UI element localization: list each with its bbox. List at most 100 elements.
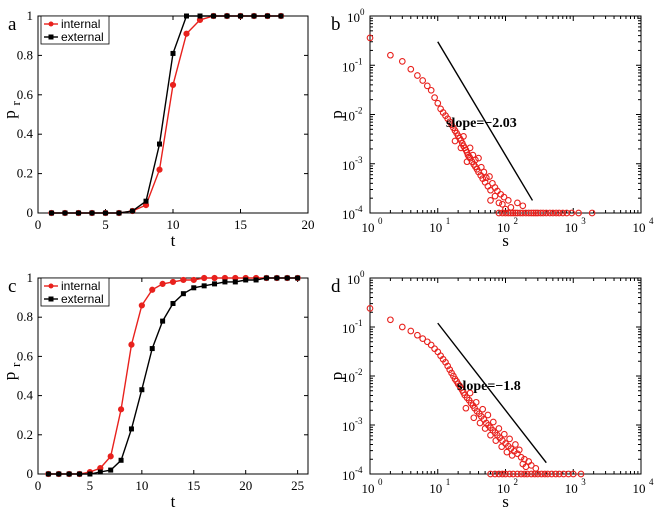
data-point (521, 470, 528, 478)
data-point (97, 469, 103, 475)
x-axis-label: t (171, 231, 176, 250)
data-point (462, 404, 470, 412)
y-axis-label: p (327, 110, 346, 119)
data-point (560, 470, 567, 478)
data-point (487, 431, 494, 439)
data-point (243, 277, 249, 283)
data-point (534, 470, 542, 478)
y-tick-label: 10 (342, 207, 355, 222)
data-point (45, 471, 51, 477)
data-point (118, 457, 124, 463)
y-tick-label: 0.2 (17, 427, 33, 442)
data-point (253, 277, 259, 283)
y-tick-label: 10 (342, 59, 355, 74)
data-point (495, 209, 503, 217)
y-tick-label: 10 (342, 370, 355, 385)
data-point (495, 425, 503, 432)
y-tick-exponent: 0 (360, 269, 365, 279)
data-point (470, 414, 478, 422)
series-line-external (48, 277, 298, 475)
y-tick-label: 1 (27, 8, 34, 23)
x-axis-label: s (502, 231, 509, 250)
y-tick-label: 0.6 (17, 87, 34, 102)
data-point (542, 209, 550, 217)
x-tick-label: 10 (633, 481, 646, 496)
x-tick-label: 10 (633, 220, 646, 235)
data-point (190, 276, 197, 284)
y-tick-label: 10 (347, 272, 360, 287)
data-point (366, 305, 374, 312)
data-point (484, 411, 492, 419)
data-point (278, 13, 284, 19)
data-point (565, 470, 572, 478)
data-point (577, 470, 585, 478)
y-tick-exponent: 0 (360, 7, 365, 17)
data-point (568, 209, 576, 217)
series-external (45, 275, 301, 477)
data-point (414, 72, 421, 79)
data-point (525, 209, 533, 217)
data-point (517, 470, 525, 478)
data-point (184, 13, 189, 19)
data-point (552, 209, 560, 217)
data-point (546, 209, 554, 217)
series-line-external (51, 15, 281, 214)
data-point (555, 470, 563, 478)
data-point (56, 471, 62, 477)
data-point (157, 141, 162, 147)
data-point (491, 470, 499, 478)
data-point (407, 327, 415, 335)
data-point (128, 426, 134, 432)
legend-label: external (61, 292, 104, 306)
panel-b: 10 0 10 1 10 2 10 3 10 410 -410 -310 -210 -110 0spbslo… (327, 7, 654, 250)
y-axis-label-group: pr (0, 362, 23, 380)
y-tick-label: 0 (27, 466, 34, 481)
data-point (552, 470, 560, 478)
series-line-internal (51, 15, 281, 214)
data-point (498, 443, 506, 451)
slope-annotation: slope=−2.03 (446, 116, 517, 131)
data-point (515, 446, 523, 454)
data-point (563, 209, 571, 217)
x-tick-label: 20 (302, 217, 315, 232)
data-point (149, 286, 156, 293)
data-point (180, 276, 187, 284)
y-tick-label: 0.2 (17, 166, 33, 181)
data-point (475, 154, 482, 162)
data-point (387, 316, 394, 324)
data-point (446, 366, 454, 373)
x-tick-exponent: 1 (446, 477, 451, 487)
data-point (538, 470, 545, 478)
ticks-c: 0 5 10 15 20 25 0 0.2 0.4 0.6 0.8 1 (17, 270, 308, 493)
data-point (407, 65, 415, 73)
legend-label: internal (61, 279, 100, 293)
data-point (531, 470, 539, 478)
x-tick-label: 0 (35, 217, 42, 232)
data-point (159, 280, 166, 287)
x-tick-exponent: 2 (514, 216, 519, 226)
y-tick-exponent: -3 (355, 155, 363, 165)
data-point (460, 133, 467, 140)
data-point (89, 210, 95, 216)
data-point (434, 348, 442, 356)
data-point (444, 362, 452, 370)
y-tick-exponent: -3 (355, 416, 363, 426)
data-point (500, 430, 508, 438)
series-external (49, 13, 284, 216)
y-tick-label: 1 (27, 270, 34, 285)
ticks-b: 10 0 10 1 10 2 10 3 10 410 -410 -310 -210 -110 0 (342, 7, 654, 235)
data-point (108, 467, 114, 473)
data-point (495, 199, 503, 207)
x-tick-label: 10 (497, 481, 510, 496)
data-point (481, 425, 489, 432)
data-point (295, 275, 301, 281)
data-point (555, 209, 563, 217)
x-tick-label: 10 (497, 220, 510, 235)
legend-marker (48, 283, 54, 289)
data-point (499, 200, 506, 208)
y-tick-label: 10 (342, 321, 355, 336)
y-tick-label: 0.8 (17, 309, 33, 324)
y-tick-label: 0.4 (17, 126, 34, 141)
